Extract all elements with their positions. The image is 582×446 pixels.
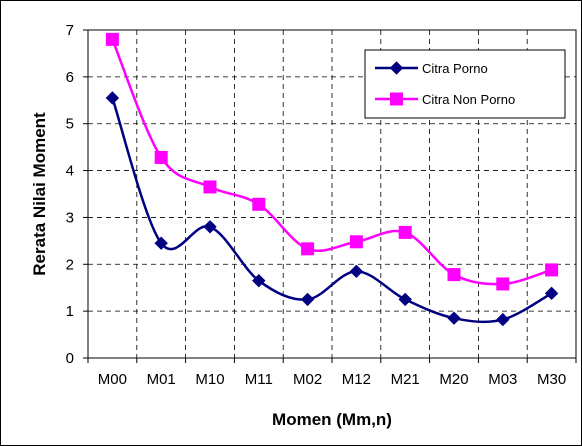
data-point-1 (349, 235, 363, 249)
x-tick-label: M02 (293, 371, 322, 388)
legend-marker-0 (389, 61, 404, 75)
data-point-1 (203, 180, 217, 194)
y-tick-label: 6 (66, 69, 74, 86)
y-tick-label: 1 (66, 303, 74, 320)
data-point-1 (447, 268, 461, 282)
y-tick-label: 4 (66, 163, 74, 180)
data-point-0 (349, 264, 364, 279)
legend-label-1: Citra Non Porno (422, 92, 515, 107)
y-axis-title: Rerata Nilai Moment (30, 112, 49, 276)
data-point-0 (300, 292, 315, 307)
x-tick-label: M10 (195, 371, 224, 388)
data-point-1 (545, 263, 559, 277)
y-tick-label: 5 (66, 116, 74, 133)
data-point-0 (398, 292, 412, 307)
data-point-0 (252, 273, 266, 288)
legend-label-0: Citra Porno (422, 61, 488, 76)
data-point-1 (496, 277, 510, 291)
y-tick-label: 3 (66, 209, 74, 226)
legend: Citra Porno Citra Non Porno (364, 49, 566, 119)
legend-marker-1 (390, 92, 403, 106)
y-tick-label: 7 (66, 22, 74, 39)
data-point-0 (496, 312, 510, 327)
x-tick-label: M30 (537, 371, 566, 388)
x-axis-title: Momen (Mm,n) (272, 410, 392, 429)
data-point-0 (203, 220, 217, 234)
data-point-0 (154, 236, 168, 250)
data-point-1 (105, 32, 119, 46)
x-tick-label: M12 (342, 371, 371, 388)
data-point-1 (154, 150, 168, 164)
data-point-1 (398, 225, 412, 239)
x-tick-label: M03 (488, 371, 517, 388)
y-tick-label: 0 (66, 350, 74, 367)
data-point-0 (105, 91, 120, 105)
series-layer (105, 32, 559, 327)
x-tick-label: M11 (245, 371, 273, 388)
data-point-1 (301, 242, 315, 256)
tick-layer: 0 1 2 3 4 5 6 7 M00 M01 M10 M11 M02 M12 M21 M20 M03 M30 (66, 22, 577, 388)
x-tick-label: M21 (391, 371, 420, 388)
x-tick-label: M01 (147, 371, 176, 388)
series-line-1 (111, 38, 552, 286)
legend-box (364, 49, 566, 119)
data-point-0 (544, 286, 559, 301)
x-tick-label: M20 (439, 371, 468, 388)
x-tick-label: M00 (98, 371, 127, 388)
data-point-0 (447, 311, 461, 325)
y-tick-label: 2 (66, 256, 74, 273)
data-point-1 (252, 197, 266, 211)
